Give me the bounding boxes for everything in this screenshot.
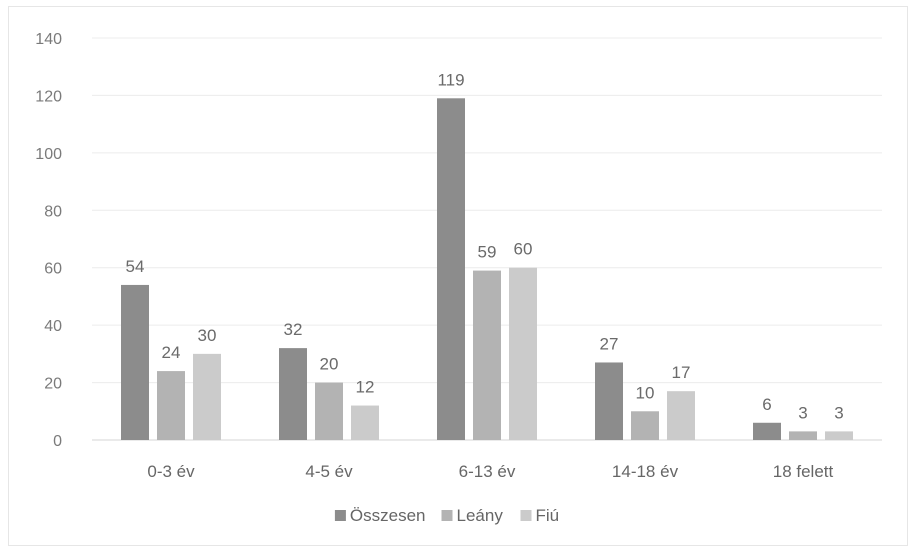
bar bbox=[315, 382, 343, 440]
bar bbox=[595, 362, 623, 440]
bars bbox=[121, 98, 853, 441]
y-tick-label: 60 bbox=[44, 261, 62, 278]
x-category-label: 6-13 év bbox=[459, 462, 516, 481]
y-tick-label: 0 bbox=[53, 433, 62, 450]
data-label: 27 bbox=[600, 334, 619, 353]
y-axis: 0 20 40 60 80 100 120 140 bbox=[35, 31, 62, 450]
data-label: 12 bbox=[356, 378, 375, 397]
x-category-label: 0-3 év bbox=[147, 462, 195, 481]
data-label: 119 bbox=[437, 70, 464, 89]
data-label: 59 bbox=[478, 243, 497, 262]
y-tick-label: 120 bbox=[35, 88, 62, 105]
y-tick-label: 40 bbox=[44, 318, 62, 335]
x-axis: 0-3 év 4-5 év 6-13 év 14-18 év 18 felett bbox=[147, 462, 833, 481]
bar bbox=[157, 371, 185, 440]
bar bbox=[121, 284, 149, 440]
bar bbox=[473, 270, 501, 440]
legend-swatch bbox=[334, 510, 346, 521]
legend[interactable]: Összesen Leány Fiú bbox=[334, 506, 560, 525]
bar bbox=[753, 422, 781, 440]
data-label: 54 bbox=[126, 257, 145, 276]
data-label: 32 bbox=[284, 320, 303, 339]
data-label: 10 bbox=[636, 383, 655, 402]
legend-swatch bbox=[520, 510, 532, 521]
data-label: 17 bbox=[672, 363, 691, 382]
legend-item[interactable]: Összesen bbox=[334, 506, 426, 525]
data-label: 6 bbox=[762, 395, 771, 414]
data-label: 24 bbox=[162, 343, 181, 362]
bar bbox=[193, 353, 221, 440]
y-tick-label: 140 bbox=[35, 31, 62, 48]
data-label: 30 bbox=[198, 326, 217, 345]
legend-item[interactable]: Fiú bbox=[520, 506, 560, 525]
legend-swatch bbox=[441, 510, 453, 521]
gridlines bbox=[92, 37, 882, 441]
data-label: 20 bbox=[320, 355, 339, 374]
data-label: 3 bbox=[798, 403, 807, 422]
x-category-label: 14-18 év bbox=[612, 462, 679, 481]
bar bbox=[789, 431, 817, 440]
y-tick-label: 100 bbox=[35, 146, 62, 163]
legend-label: Leány bbox=[457, 506, 504, 525]
bar bbox=[509, 267, 537, 440]
y-tick-label: 20 bbox=[44, 376, 62, 393]
bar bbox=[351, 405, 379, 440]
legend-label: Összesen bbox=[350, 506, 426, 525]
bar bbox=[825, 431, 853, 440]
bar bbox=[631, 411, 659, 440]
data-label: 60 bbox=[514, 240, 533, 259]
bar bbox=[437, 98, 465, 441]
bar bbox=[279, 348, 307, 440]
x-category-label: 4-5 év bbox=[305, 462, 353, 481]
data-label: 3 bbox=[834, 403, 843, 422]
x-category-label: 18 felett bbox=[773, 462, 834, 481]
bar bbox=[667, 391, 695, 440]
legend-item[interactable]: Leány bbox=[441, 506, 504, 525]
data-labels: 54 24 30 32 20 12 119 59 60 27 10 17 6 3 3 bbox=[126, 70, 844, 422]
legend-label: Fiú bbox=[536, 506, 560, 525]
y-tick-label: 80 bbox=[44, 203, 62, 220]
